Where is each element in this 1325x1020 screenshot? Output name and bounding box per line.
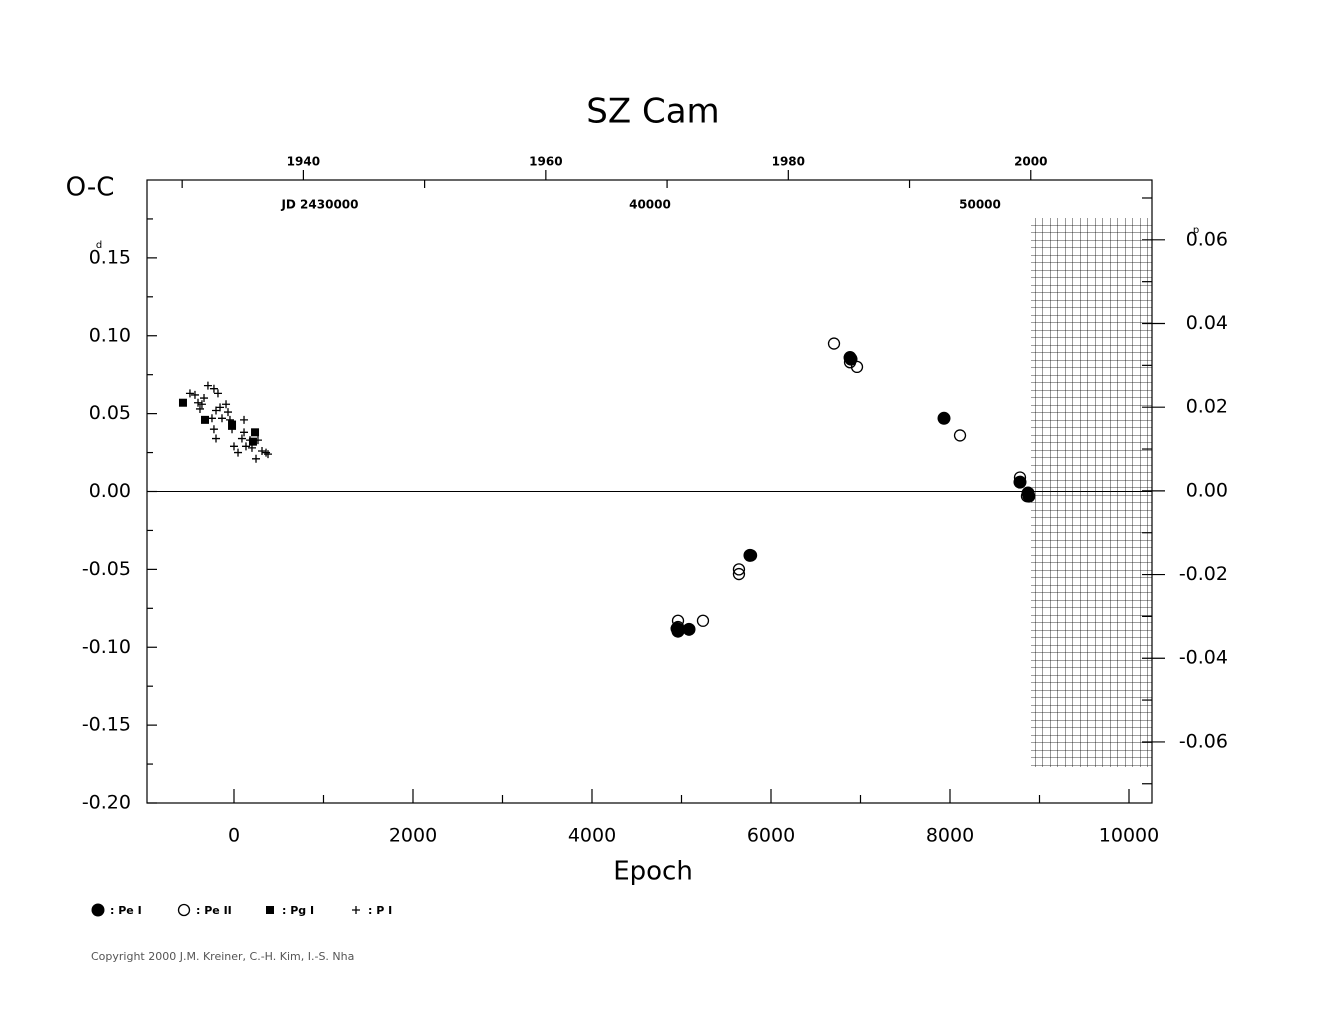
point [252, 454, 261, 463]
point [264, 450, 273, 459]
year-tick-label: 1960 [529, 155, 562, 169]
x-tick-label: 10000 [1099, 825, 1159, 847]
y-unit: d [96, 240, 102, 251]
point [732, 563, 746, 576]
point [207, 414, 216, 423]
y2-tick-label: -0.06 [1179, 730, 1228, 752]
point [850, 360, 864, 374]
y-axis-label: O-C [66, 173, 115, 203]
point [216, 403, 225, 412]
point [185, 389, 194, 398]
point [228, 420, 237, 429]
point [1013, 471, 1027, 484]
year-tick-label: 2000 [1014, 155, 1047, 169]
point [222, 400, 231, 409]
jd-tick-label: 50000 [959, 198, 1001, 212]
y2-tick-label: 0.06 [1186, 228, 1228, 250]
point [241, 442, 250, 451]
point [223, 408, 232, 417]
point [937, 411, 951, 425]
y-tick-label: -0.10 [82, 636, 131, 658]
year-tick-label: 1940 [287, 155, 320, 169]
point [953, 429, 967, 442]
point [251, 428, 260, 437]
point [234, 448, 243, 457]
y-tick-label: -0.20 [82, 792, 131, 814]
point [671, 614, 685, 627]
point [246, 436, 255, 445]
point [262, 448, 271, 457]
legend-marker [91, 903, 105, 917]
point [258, 447, 267, 456]
point [212, 406, 221, 415]
y-tick-label: 0.10 [89, 324, 131, 346]
legend-marker [352, 906, 360, 914]
point [827, 337, 841, 350]
y2-tick-label: 0.00 [1186, 479, 1228, 501]
point [218, 414, 227, 423]
y2-tick-label: 0.04 [1186, 312, 1228, 334]
legend-label: : Pe I [110, 904, 142, 917]
y-tick-label: -0.15 [82, 714, 131, 736]
point [197, 400, 206, 409]
point [696, 614, 710, 627]
point [253, 436, 262, 445]
y-tick-label: 0.05 [89, 402, 131, 424]
y-tick-label: -0.05 [82, 558, 131, 580]
future-hatch [1031, 218, 1152, 767]
y2-tick-label: 0.02 [1186, 396, 1228, 418]
y-tick-label: 0.15 [89, 246, 131, 268]
legend-label: : Pg I [282, 904, 314, 917]
x-tick-label: 4000 [568, 825, 616, 847]
jd-tick-label: 40000 [629, 198, 671, 212]
point [190, 390, 199, 399]
point [671, 624, 685, 638]
point [195, 404, 204, 413]
point [200, 415, 209, 424]
legend-label: : P I [368, 904, 392, 917]
point [240, 415, 249, 424]
year-tick-label: 1980 [772, 155, 805, 169]
point [213, 389, 222, 398]
x-tick-label: 2000 [389, 825, 437, 847]
x-tick-label: 8000 [926, 825, 974, 847]
legend-marker [177, 903, 191, 917]
point [1013, 475, 1027, 489]
point [247, 443, 256, 452]
point [240, 428, 249, 437]
point [194, 398, 203, 407]
legend-label: : Pe II [196, 904, 232, 917]
point [203, 381, 212, 390]
point [178, 398, 187, 407]
point [237, 434, 246, 443]
point [209, 425, 218, 434]
y2-tick-label: -0.04 [1179, 647, 1228, 669]
y2-unit: p [1193, 225, 1199, 236]
copyright: Copyright 2000 J.M. Kreiner, C.-H. Kim, … [91, 950, 354, 963]
point [212, 434, 221, 443]
x-axis-label: Epoch [613, 857, 693, 887]
y2-tick-label: -0.02 [1179, 563, 1228, 585]
x-tick-label: 6000 [747, 825, 795, 847]
point [732, 567, 746, 581]
point [209, 384, 218, 393]
point [682, 622, 696, 636]
point [200, 394, 209, 403]
point [225, 415, 234, 424]
chart-title: SZ Cam [586, 92, 719, 132]
point [671, 620, 685, 634]
point [248, 437, 257, 446]
x-tick-label: 0 [228, 825, 240, 847]
legend-marker [266, 906, 274, 914]
y-tick-label: 0.00 [89, 480, 131, 502]
point [229, 442, 238, 451]
point [228, 425, 237, 434]
point [1020, 490, 1034, 503]
jd-tick-label: JD 2430000 [280, 198, 358, 212]
point [744, 549, 758, 562]
